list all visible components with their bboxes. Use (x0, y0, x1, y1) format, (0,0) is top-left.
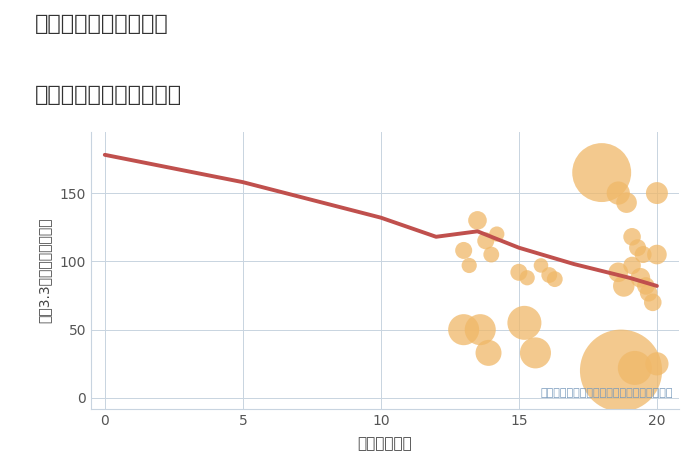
Point (618, 282, 629, 290)
Point (612, 268, 624, 276)
Point (651, 360, 662, 368)
Point (475, 326, 486, 333)
Point (643, 289, 655, 297)
Point (458, 326, 469, 333)
Point (513, 268, 524, 276)
Point (458, 247, 469, 254)
Point (626, 262, 638, 269)
Text: 円の大きさは、取引のあった物件面積を示す: 円の大きさは、取引のあった物件面積を示す (540, 388, 673, 398)
Point (648, 298, 659, 306)
Point (632, 244, 643, 251)
Point (615, 367, 626, 375)
Point (638, 251, 649, 258)
Point (519, 319, 530, 327)
Point (544, 271, 555, 279)
Point (550, 275, 561, 283)
Point (612, 189, 624, 197)
Point (635, 274, 646, 282)
Point (651, 189, 662, 197)
Point (626, 233, 638, 241)
Point (463, 262, 475, 269)
Y-axis label: 坪（3.3㎡）単価（万円）: 坪（3.3㎡）単価（万円） (37, 218, 51, 323)
Point (483, 349, 494, 357)
Point (640, 282, 652, 290)
Point (536, 262, 547, 269)
Point (472, 217, 483, 224)
X-axis label: 駅距離（分）: 駅距離（分） (358, 436, 412, 451)
Point (629, 364, 641, 372)
Text: 千葉県松戸市栗ヶ沢の: 千葉県松戸市栗ヶ沢の (35, 14, 169, 34)
Point (651, 251, 662, 258)
Text: 駅距離別中古戸建て価格: 駅距離別中古戸建て価格 (35, 85, 182, 105)
Point (491, 230, 503, 238)
Point (486, 251, 497, 258)
Point (522, 274, 533, 282)
Point (596, 169, 608, 176)
Point (621, 199, 632, 206)
Point (480, 237, 491, 245)
Point (530, 349, 541, 357)
